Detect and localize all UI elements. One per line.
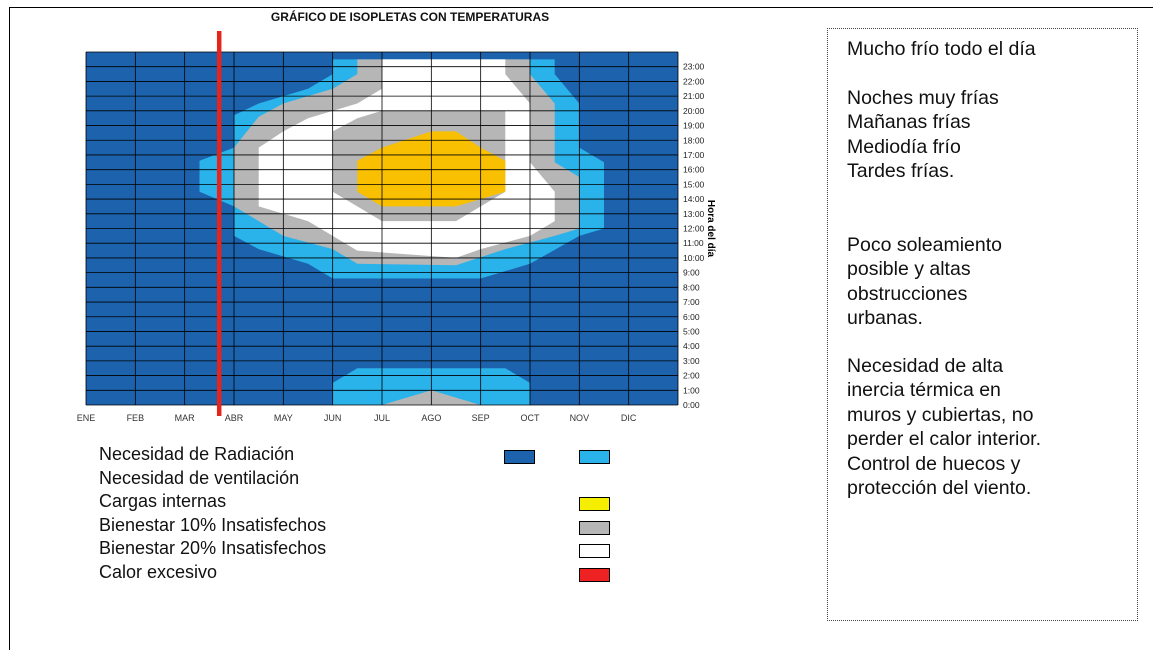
note-thermal-inertia: Necesidad de alta inercia térmica en mur…: [847, 354, 1042, 500]
y-tick-14: 14:00: [683, 194, 705, 204]
note-cold-all-day: Mucho frío todo el día: [847, 38, 1036, 60]
x-tick-jun: JUN: [324, 413, 342, 423]
y-tick-8: 8:00: [683, 282, 700, 292]
legend: Necesidad de Radiación Necesidad de venti…: [99, 443, 659, 584]
legend-label: Bienestar 10% Insatisfechos: [99, 514, 327, 535]
chart-title: GRÁFICO DE ISOPLETAS CON TEMPERATURAS: [270, 10, 550, 24]
y-tick-22: 22:00: [683, 76, 705, 86]
isopleth-chart: ENE FEB MAR ABR MAY JUN JUL AGO SEP OCT NOV DIC 0:00…: [77, 31, 716, 423]
legend-swatch: [579, 450, 610, 464]
y-tick-2: 2:00: [683, 371, 700, 381]
y-tick-6: 6:00: [683, 312, 700, 322]
y-tick-3: 3:00: [683, 356, 700, 366]
legend-label: Cargas internas: [99, 491, 227, 511]
legend-label: Necesidad de ventilación: [99, 467, 300, 488]
x-tick-sep: SEP: [472, 413, 490, 423]
y-tick-0: 0:00: [683, 400, 700, 410]
note-cold-periods: Noches muy frías Mañanas frías Mediodía …: [847, 86, 999, 183]
y-tick-4: 4:00: [683, 341, 700, 351]
y-tick-13: 13:00: [683, 209, 705, 219]
y-tick-18: 18:00: [683, 135, 705, 145]
legend-swatch: [579, 544, 610, 558]
x-tick-mar: MAR: [175, 413, 196, 423]
y-tick-15: 15:00: [683, 179, 705, 189]
y-tick-9: 9:00: [683, 268, 700, 278]
y-tick-12: 12:00: [683, 224, 705, 234]
legend-item: Bienestar 10% Insatisfechos: [99, 514, 659, 538]
legend-label: Bienestar 20% Insatisfechos: [99, 538, 327, 558]
note-sunlight: Poco soleamiento posible y altas obstruc…: [847, 233, 1003, 330]
x-tick-dic: DIC: [621, 413, 637, 423]
legend-item: Bienestar 20% Insatisfechos: [99, 537, 659, 561]
y-tick-17: 17:00: [683, 150, 705, 160]
y-tick-23: 23:00: [683, 62, 705, 72]
y-tick-21: 21:00: [683, 91, 705, 101]
legend-label: Calor excesivo: [99, 561, 218, 582]
x-tick-oct: OCT: [521, 413, 541, 423]
x-tick-ago: AGO: [421, 413, 441, 423]
legend-item: Necesidad de ventilación: [99, 467, 659, 491]
y-axis-label: Hora del día: [705, 200, 716, 258]
legend-item: Cargas internas: [99, 490, 659, 514]
y-tick-7: 7:00: [683, 297, 700, 307]
legend-swatch: [579, 567, 610, 582]
y-tick-16: 16:00: [683, 165, 705, 175]
legend-swatch: [579, 497, 610, 511]
y-tick-11: 11:00: [683, 238, 704, 248]
y-tick-19: 19:00: [683, 121, 705, 131]
figure-frame: [9, 7, 1153, 650]
x-tick-jul: JUL: [374, 413, 390, 423]
legend-label: Necesidad de Radiación: [99, 444, 295, 464]
legend-item: Calor excesivo: [99, 561, 659, 585]
legend-swatch: [504, 450, 535, 464]
x-tick-may: MAY: [274, 413, 293, 423]
notes-box: Mucho frío todo el día Noches muy frías …: [827, 28, 1138, 621]
y-tick-1: 1:00: [683, 385, 700, 395]
x-tick-abr: ABR: [225, 413, 244, 423]
y-tick-10: 10:00: [683, 253, 705, 263]
legend-swatch: [579, 520, 610, 535]
x-tick-ene: ENE: [77, 413, 96, 423]
x-tick-feb: FEB: [127, 413, 145, 423]
y-tick-20: 20:00: [683, 106, 705, 116]
legend-item: Necesidad de Radiación: [99, 443, 659, 467]
y-tick-5: 5:00: [683, 326, 700, 336]
x-tick-nov: NOV: [570, 413, 590, 423]
